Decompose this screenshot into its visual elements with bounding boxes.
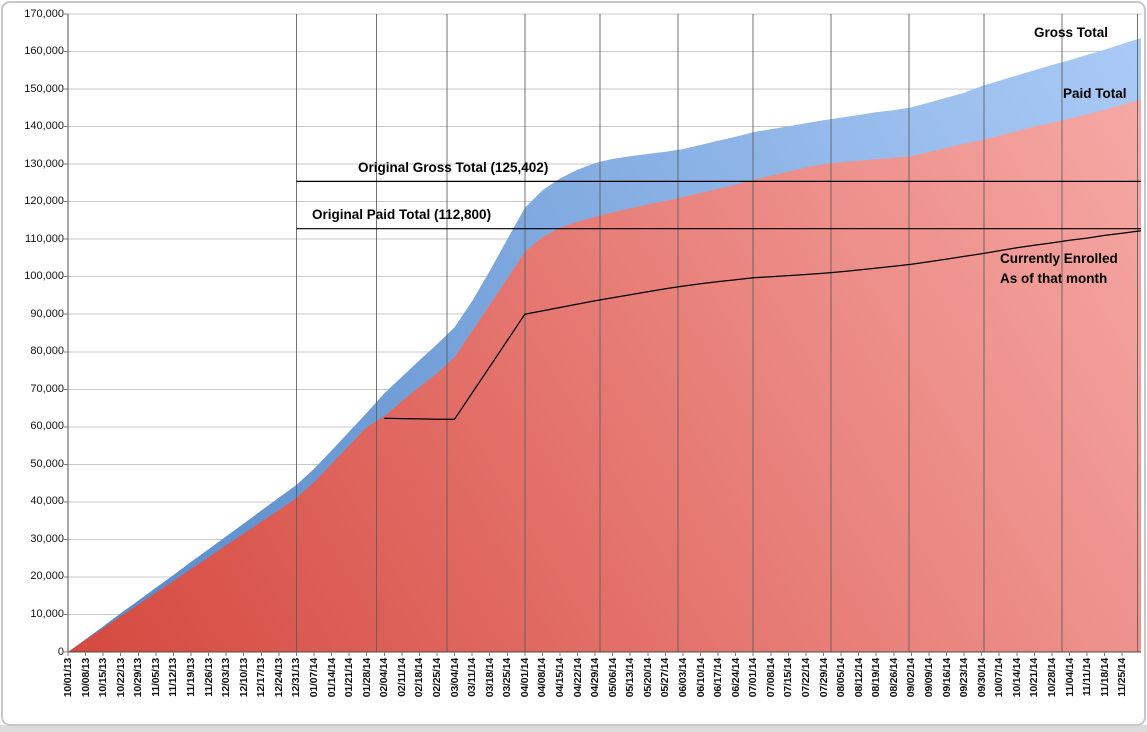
paid-total-area: [68, 99, 1141, 653]
bottom-edge-strip: [0, 725, 1147, 732]
currently-enrolled-line: [384, 230, 1142, 420]
